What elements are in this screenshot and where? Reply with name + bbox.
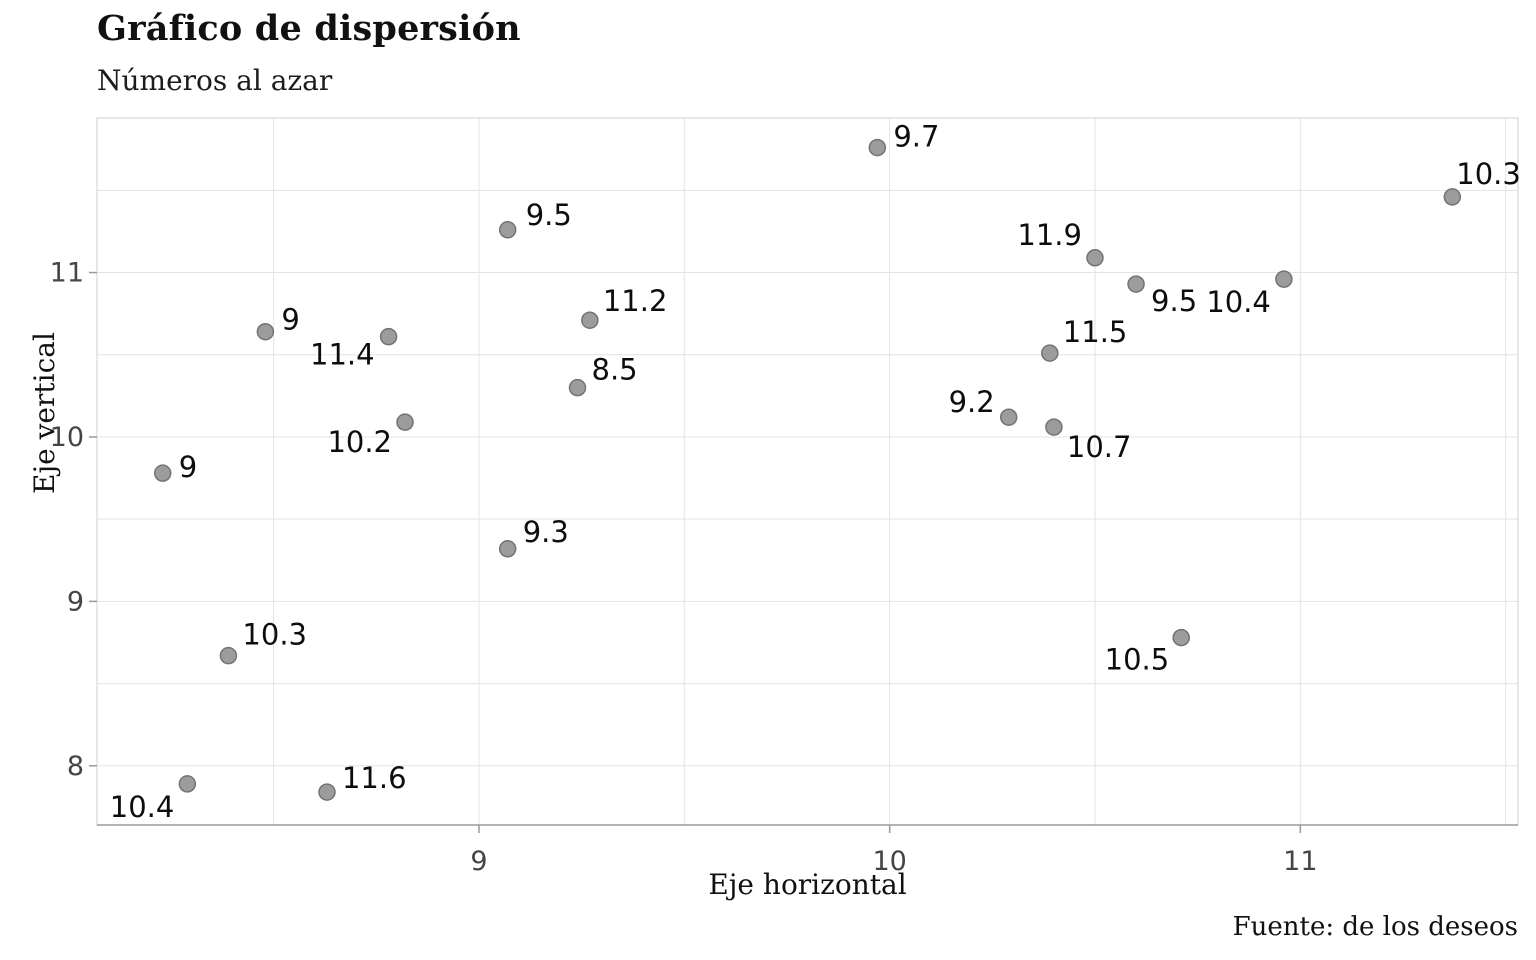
chart-title: Gráfico de dispersión [97,8,521,49]
data-point [396,413,414,431]
data-point [178,775,197,793]
data-point-label: 9 [281,303,299,337]
data-point-label: 10.4 [110,790,175,824]
source-note: Fuente: de los deseos [1232,912,1518,942]
data-point [568,378,587,397]
x-tick-label: 9 [470,846,487,877]
data-point-label: 9.7 [893,120,939,154]
data-point-label: 9.3 [523,515,569,549]
data-point-label: 11.6 [342,761,407,795]
data-point [1127,275,1145,293]
data-point [256,322,275,341]
data-point [1172,628,1190,647]
data-point-label: 10.5 [1105,643,1170,677]
data-point-label: 9 [179,450,197,484]
data-point-label: 9.5 [526,198,572,232]
data-point-label: 9.2 [949,385,995,419]
data-point-label: 8.5 [592,353,638,387]
data-point [581,311,599,329]
data-point-label: 11.5 [1063,315,1128,349]
y-axis-title: Eje vertical [28,332,61,494]
data-point-label: 10.2 [327,425,392,459]
y-tick-label: 10 [50,422,84,453]
data-point-label: 11.9 [1017,218,1082,252]
data-point [379,327,398,346]
data-point-label: 11.2 [603,284,668,318]
x-tick-label: 10 [872,846,906,877]
data-point [498,221,517,239]
data-point [1275,270,1293,288]
y-tick-label: 11 [50,258,84,289]
data-point-label: 10.7 [1067,430,1132,464]
data-point-label: 10.3 [1456,157,1521,191]
y-tick-label: 9 [67,586,84,617]
data-point [1041,344,1059,362]
panel-border [96,117,1519,826]
y-tick-label: 8 [67,751,84,782]
data-point [1086,249,1104,267]
data-point [498,540,517,558]
data-point [868,138,887,157]
data-point [1443,188,1462,206]
data-point [318,783,336,801]
x-tick-label: 11 [1283,846,1317,877]
data-point [1045,418,1063,436]
data-point-label: 10.4 [1206,285,1271,319]
data-point-label: 10.3 [242,618,307,652]
data-point-label: 9.5 [1151,284,1197,318]
x-axis-title: Eje horizontal [708,868,907,901]
data-point-label: 11.4 [310,338,375,372]
data-point [219,646,238,665]
data-point [999,408,1018,426]
chart-subtitle: Números al azar [97,64,333,97]
data-point [153,464,172,482]
